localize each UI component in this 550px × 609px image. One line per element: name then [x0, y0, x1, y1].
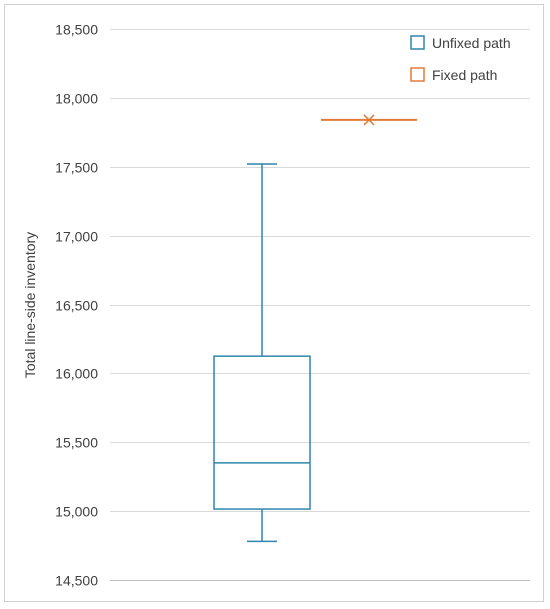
legend-item: Unfixed path	[410, 35, 511, 51]
y-tick-label: 18,500	[55, 22, 98, 38]
series-unfixed-path	[213, 163, 311, 543]
legend-label: Unfixed path	[432, 35, 511, 51]
y-tick-label: 17,000	[55, 229, 98, 245]
series-fixed-path	[321, 114, 417, 126]
box-iqr	[213, 355, 311, 510]
y-tick-label: 16,500	[55, 298, 98, 314]
legend-label: Fixed path	[432, 67, 497, 83]
chart-frame	[4, 4, 544, 602]
y-tick-label: 15,500	[55, 435, 98, 451]
y-axis-tick-labels: 14,500 15,000 15,500 16,000 16,500 17,000 17,5…	[55, 22, 98, 589]
legend-swatch	[410, 67, 425, 82]
y-axis-title: Total line-side inventory	[22, 232, 38, 378]
y-tick-label: 15,000	[55, 504, 98, 520]
gridlines	[110, 29, 530, 581]
mean-marker	[363, 114, 375, 126]
legend-swatch	[410, 35, 425, 50]
y-tick-label: 17,500	[55, 160, 98, 176]
legend-item: Fixed path	[410, 67, 497, 83]
y-tick-label: 16,000	[55, 366, 98, 382]
series-layer	[213, 114, 417, 543]
legend: Unfixed path Fixed path	[410, 35, 511, 83]
y-tick-label: 18,000	[55, 91, 98, 107]
y-tick-label: 14,500	[55, 573, 98, 589]
